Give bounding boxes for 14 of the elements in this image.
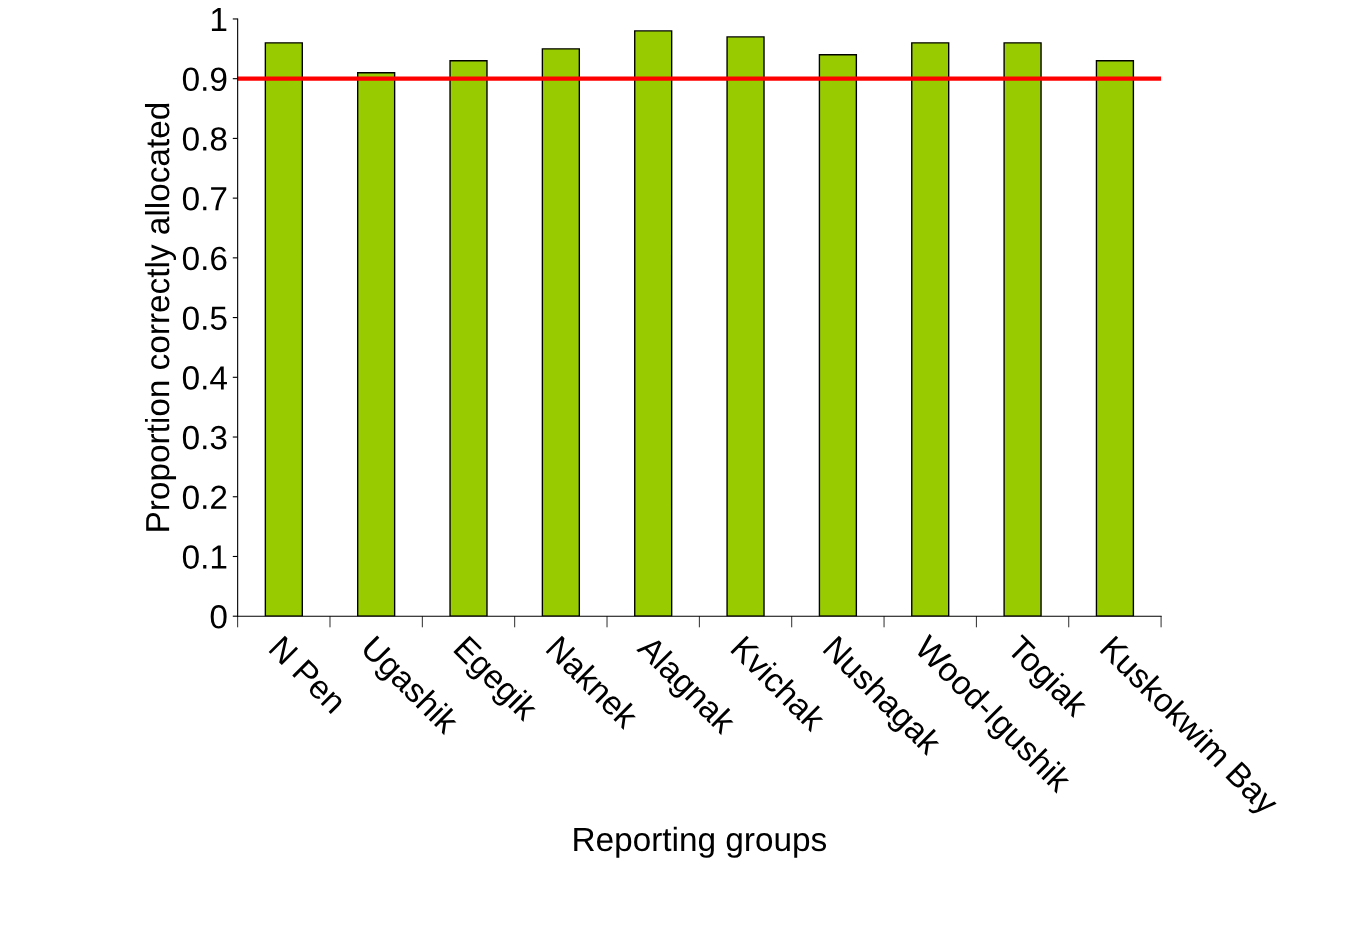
y-tick-label: 0.8	[182, 127, 227, 151]
y-tick-label: 0.5	[182, 306, 227, 330]
y-tick-label: 0.4	[182, 366, 227, 390]
y-tick-label: 1	[211, 8, 227, 32]
y-tick-label: 0	[210, 605, 227, 629]
y-tick-label: 0.9	[182, 67, 227, 92]
x-axis-title: Reporting groups	[574, 826, 827, 858]
y-tick-label: 0.1	[182, 545, 227, 569]
x-tick-label: N Pen	[268, 635, 347, 715]
y-tick-label: 0.7	[182, 186, 227, 211]
y-tick-label: 0.2	[182, 485, 227, 510]
y-tick-label: 0.3	[182, 425, 227, 450]
y-axis-title: Proportion correctly allocated	[144, 103, 177, 531]
y-tick-label: 0.6	[182, 246, 227, 271]
